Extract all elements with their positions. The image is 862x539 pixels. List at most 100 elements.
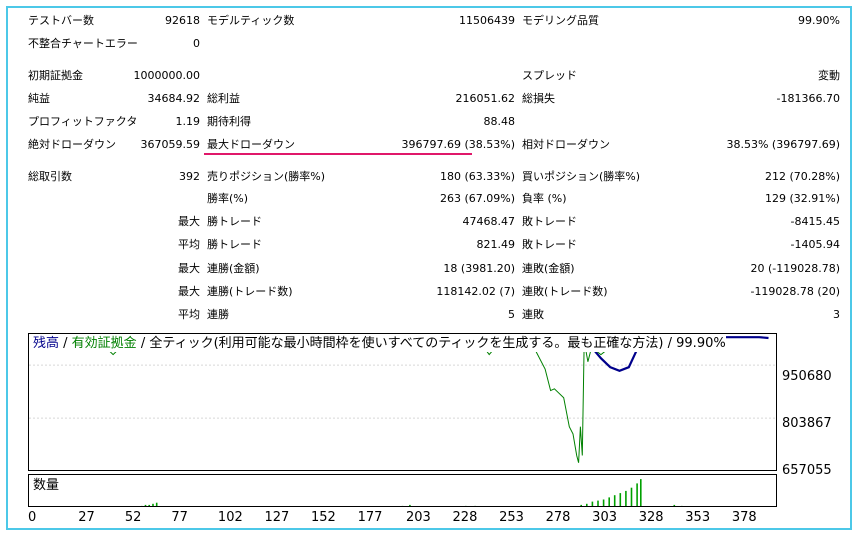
legend-model-description: 全ティック(利用可能な最小時間枠を使いすべてのティックを生成する。最も正確な方法… <box>149 336 726 351</box>
stat-value: 88.48 <box>483 115 516 128</box>
stat-label: モデルティック数 <box>207 14 295 27</box>
stat-prefix: 最大 <box>178 215 200 228</box>
stat-label: 純益 <box>28 92 50 105</box>
report-frame <box>6 6 852 530</box>
y-label-low: 657055 <box>782 463 832 478</box>
stat-value: 変動 <box>818 69 840 82</box>
stat-value: -8415.45 <box>790 215 840 228</box>
stat-value: 821.49 <box>476 238 516 251</box>
stat-label: 総取引数 <box>28 170 72 183</box>
stat-label: 勝率(%) <box>207 192 249 205</box>
stat-value: 38.53% (396797.69) <box>726 138 840 151</box>
stat-label: 最大ドローダウン <box>207 138 295 151</box>
volume-bar <box>401 505 404 506</box>
stat-value: 180 (63.33%) <box>439 170 515 183</box>
legend-equity: 有効証拠金 <box>71 336 137 351</box>
volume-bar <box>586 503 588 506</box>
x-tick-label: 228 <box>452 510 478 525</box>
volume-bar <box>640 479 642 506</box>
stat-prefix: 最大 <box>178 285 200 298</box>
stat-value: 18 (3981.20) <box>443 262 515 275</box>
stat-label: テストバー数 <box>28 14 94 27</box>
stat-value: 118142.02 (7) <box>436 285 515 298</box>
volume-bar <box>148 504 150 506</box>
stat-value: 20 (-119028.78) <box>750 262 840 275</box>
volume-bar <box>636 483 638 506</box>
stat-value: 392 <box>179 170 200 183</box>
stat-label: 負率 (%) <box>522 192 567 205</box>
x-tick-label: 328 <box>638 510 664 525</box>
volume-bar <box>465 505 467 506</box>
volume-bar <box>602 499 605 506</box>
volume-bar <box>152 503 154 506</box>
volume-bar <box>144 504 147 506</box>
stat-label: 総利益 <box>207 92 240 105</box>
y-label-mid: 803867 <box>782 416 832 431</box>
balance-chart-plot <box>29 336 776 463</box>
stat-value: -181366.70 <box>776 92 840 105</box>
x-tick-label: 152 <box>311 510 336 525</box>
volume-title: 数量 <box>33 478 60 493</box>
stat-prefix: 平均 <box>178 238 200 251</box>
stat-value: -1405.94 <box>790 238 840 251</box>
x-tick-label: 0 <box>28 510 37 525</box>
stat-value: 34684.92 <box>147 92 201 105</box>
stat-value: -119028.78 (20) <box>750 285 840 298</box>
volume-bar <box>673 504 676 506</box>
stat-value: 5 <box>508 308 515 321</box>
stat-value: 1.19 <box>175 115 201 128</box>
volume-bar <box>409 504 411 506</box>
stat-label: プロフィットファクタ <box>28 115 138 128</box>
x-tick-label: 353 <box>685 510 711 525</box>
volume-chart: 数量 <box>28 474 777 507</box>
x-tick-label: 203 <box>405 510 431 525</box>
equity-series-line <box>33 336 769 463</box>
volume-bar <box>580 504 582 506</box>
stat-label: 敗トレード <box>522 215 577 228</box>
x-tick-label: 27 <box>78 510 95 525</box>
x-tick-label: 127 <box>264 510 290 525</box>
volume-bar <box>630 487 633 506</box>
stat-label: 連敗(金額) <box>522 262 575 275</box>
volume-bar <box>619 493 622 506</box>
volume-bar <box>597 500 599 506</box>
x-tick-label: 102 <box>217 510 243 525</box>
stat-label: 連勝 <box>207 308 229 321</box>
volume-chart-plot <box>141 479 683 506</box>
x-tick-label: 253 <box>499 510 524 525</box>
stat-label: 連勝(金額) <box>207 262 260 275</box>
stat-label: 敗トレード <box>522 238 577 251</box>
volume-bar <box>608 497 610 506</box>
legend-sep-2: / <box>136 336 150 351</box>
chart-title: 残高 / 有効証拠金 / 全ティック(利用可能な最小時間枠を使いすべてのティック… <box>33 336 726 352</box>
stat-value: 11506439 <box>459 14 515 27</box>
stat-label: 期待利得 <box>207 115 251 128</box>
volume-bar <box>474 505 476 506</box>
stat-label: 買いポジション(勝率%) <box>522 170 641 183</box>
stat-label: 絶対ドローダウン <box>28 138 116 151</box>
stat-label: モデリング品質 <box>522 14 599 27</box>
x-tick-label: 177 <box>357 510 383 525</box>
stat-value: 396797.69 (38.53%) <box>401 138 515 151</box>
stat-label: 初期証拠金 <box>28 69 83 82</box>
stat-value: 263 (67.09%) <box>439 192 515 205</box>
stat-label: 相対ドローダウン <box>522 138 610 151</box>
stat-label: 連敗(トレード数) <box>522 285 608 298</box>
stat-value: 3 <box>833 308 840 321</box>
x-tick-label: 77 <box>171 510 188 525</box>
stat-prefix: 最大 <box>178 262 200 275</box>
stat-label: 勝トレード <box>207 215 262 228</box>
stat-label: 売りポジション(勝率%) <box>207 170 326 183</box>
stat-value: 216051.62 <box>455 92 516 105</box>
legend-sep-1: / <box>59 336 72 351</box>
x-tick-label: 378 <box>731 510 757 525</box>
balance-chart: 残高 / 有効証拠金 / 全ティック(利用可能な最小時間枠を使いすべてのティック… <box>28 333 777 471</box>
stat-value: 47468.47 <box>462 215 516 228</box>
x-axis: 0 27 52 77 102 127 152 177 203 228 253 278 303 328 353… <box>0 510 862 528</box>
stat-value: 99.90% <box>798 14 840 27</box>
volume-bar <box>613 495 616 506</box>
stat-label: 連敗 <box>522 308 544 321</box>
y-label-high: 950680 <box>782 369 832 384</box>
x-tick-label: 303 <box>592 510 617 525</box>
stat-value: 92618 <box>165 14 200 27</box>
